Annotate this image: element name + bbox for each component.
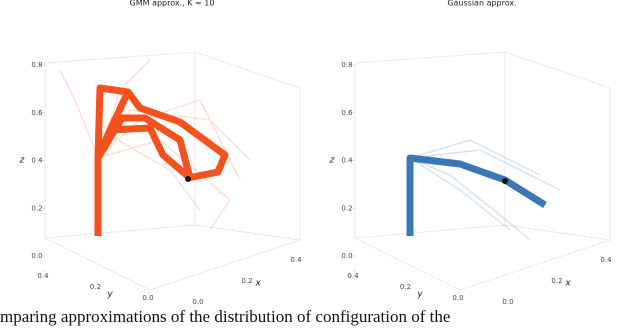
tick-mark bbox=[149, 291, 151, 294]
tick-mark bbox=[240, 276, 243, 279]
tick-mark bbox=[501, 297, 504, 300]
tick-label: 0.6 bbox=[31, 109, 43, 117]
tick-label: 0.2 bbox=[551, 277, 562, 285]
tick-label: 0.0 bbox=[142, 294, 153, 302]
axis-box bbox=[354, 51, 611, 291]
tick-label: 0.0 bbox=[452, 294, 463, 302]
tick-mark bbox=[406, 280, 408, 283]
tick-label: 0.4 bbox=[600, 256, 612, 264]
axis-box bbox=[44, 51, 301, 291]
tick-mark bbox=[599, 255, 602, 258]
tick-label: 0.0 bbox=[502, 298, 513, 306]
z-axis-label: z bbox=[19, 156, 25, 166]
tick-label: 0.4 bbox=[37, 272, 49, 280]
tick-label: 0.0 bbox=[31, 252, 42, 260]
tick-label: 0.2 bbox=[31, 204, 42, 212]
tick-label: 0.4 bbox=[341, 157, 353, 165]
tick-label: 0.4 bbox=[290, 256, 302, 264]
tick-label: 0.4 bbox=[347, 272, 359, 280]
caption: mparing approximations of the distributi… bbox=[0, 307, 450, 326]
tick-label: 0.2 bbox=[400, 283, 411, 291]
chart-title: GMM approx., K = 10 bbox=[130, 0, 215, 8]
sample-cloud bbox=[409, 139, 561, 241]
tick-label: 0.8 bbox=[31, 61, 42, 69]
tick-mark bbox=[354, 269, 356, 272]
tick-mark bbox=[96, 280, 98, 283]
x-axis-label: x bbox=[254, 279, 261, 289]
tick-mark bbox=[550, 276, 553, 279]
tick-label: 0.0 bbox=[192, 298, 203, 306]
tick-mark bbox=[191, 297, 194, 300]
arm-mean bbox=[406, 154, 547, 236]
tick-mark bbox=[289, 255, 292, 258]
tick-mark bbox=[459, 291, 461, 294]
arm-means bbox=[94, 84, 229, 236]
panel-decor bbox=[44, 51, 611, 291]
tick-label: 0.8 bbox=[341, 61, 352, 69]
tick-mark bbox=[44, 269, 46, 272]
y-axis-label: y bbox=[106, 290, 113, 300]
z-axis-label: z bbox=[329, 156, 335, 166]
tick-label: 0.2 bbox=[341, 204, 352, 212]
tick-label: 0.6 bbox=[341, 109, 353, 117]
tick-label: 0.4 bbox=[31, 157, 43, 165]
tick-label: 0.2 bbox=[241, 277, 252, 285]
y-axis-label: y bbox=[416, 290, 423, 300]
end-effector bbox=[502, 178, 508, 184]
x-axis-label: x bbox=[564, 279, 571, 289]
tick-label: 0.0 bbox=[341, 252, 352, 260]
end-effector bbox=[185, 176, 191, 182]
chart-title: Gaussian approx. bbox=[447, 0, 516, 8]
tick-label: 0.2 bbox=[90, 283, 101, 291]
